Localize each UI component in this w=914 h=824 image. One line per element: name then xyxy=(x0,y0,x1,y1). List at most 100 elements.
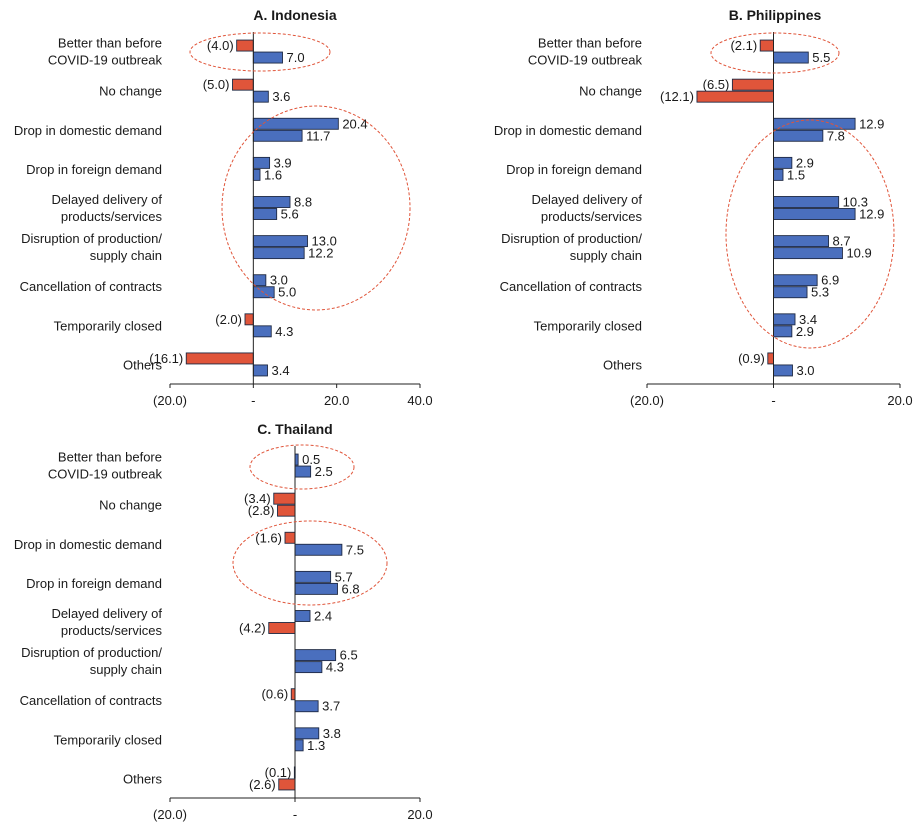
bar-series-2 xyxy=(294,543,343,556)
data-label: (2.1) xyxy=(730,38,757,53)
data-label: 20.4 xyxy=(342,116,367,131)
category-label: Others xyxy=(123,771,163,786)
category-label: Better than before xyxy=(58,36,162,51)
category-label: Cancellation of contracts xyxy=(500,279,643,294)
category-label: supply chain xyxy=(570,248,642,263)
category-label: Delayed delivery of xyxy=(531,192,642,207)
x-tick-label: - xyxy=(771,393,775,408)
bar-series-1 xyxy=(252,274,267,287)
category-label: COVID-19 outbreak xyxy=(48,53,163,68)
data-label: 6.9 xyxy=(821,273,839,288)
bar-series-1 xyxy=(232,78,254,91)
data-label: 5.7 xyxy=(335,569,353,584)
bar-series-1 xyxy=(731,78,774,91)
data-label: 8.7 xyxy=(833,234,851,249)
bar-series-1 xyxy=(773,313,796,326)
data-label: 12.2 xyxy=(308,246,333,261)
category-label: Drop in domestic demand xyxy=(494,123,642,138)
category-label: Disruption of production/ xyxy=(21,645,162,660)
bar-series-2 xyxy=(696,90,774,103)
data-label: 1.6 xyxy=(264,167,282,182)
data-label: 5.0 xyxy=(278,285,296,300)
bar-series-1 xyxy=(244,313,254,326)
category-label: Temporarily closed xyxy=(54,318,162,333)
bar-series-1 xyxy=(273,492,296,505)
data-label: 3.0 xyxy=(270,273,288,288)
data-label: 3.0 xyxy=(796,363,814,378)
data-label: 3.4 xyxy=(272,363,290,378)
category-label: Delayed delivery of xyxy=(51,192,162,207)
category-label: No change xyxy=(99,498,162,513)
data-label: 6.5 xyxy=(340,648,358,663)
category-label: Drop in foreign demand xyxy=(26,576,162,591)
bar-series-1 xyxy=(290,688,296,701)
highlight-ellipse xyxy=(725,119,895,349)
data-label: 2.9 xyxy=(796,324,814,339)
bar-series-2 xyxy=(268,622,296,634)
bar-series-2 xyxy=(294,582,338,595)
x-tick-label: - xyxy=(293,807,297,822)
data-label: (0.6) xyxy=(262,687,289,702)
category-label: Delayed delivery of xyxy=(51,606,162,621)
chart-panel-1: A. Indonesia Better than before COVID-19 o… xyxy=(14,7,433,408)
bar-series-1 xyxy=(236,39,254,52)
category-label: Temporarily closed xyxy=(54,732,162,747)
bar-series-2 xyxy=(252,247,305,260)
data-label: (2.8) xyxy=(248,503,275,518)
bar-series-1 xyxy=(294,570,332,583)
bar-series-2 xyxy=(294,465,312,478)
highlight-ellipse xyxy=(710,32,840,74)
data-label: 3.6 xyxy=(272,89,290,104)
category-label: No change xyxy=(99,84,162,99)
data-label: 3.4 xyxy=(799,312,817,327)
category-label: Better than before xyxy=(58,450,162,465)
bar-series-1 xyxy=(773,196,840,208)
bar-series-2 xyxy=(773,168,784,181)
x-tick-label: 20.0 xyxy=(324,393,349,408)
x-tick-label: (20.0) xyxy=(153,807,187,822)
category-label: products/services xyxy=(541,209,643,224)
bar-series-2 xyxy=(252,364,268,377)
data-label: 4.3 xyxy=(275,324,293,339)
highlight-ellipse xyxy=(232,520,388,606)
category-label: Disruption of production/ xyxy=(501,231,642,246)
data-label: (12.1) xyxy=(660,89,694,104)
data-label: 8.8 xyxy=(294,195,312,210)
data-label: 3.7 xyxy=(322,699,340,714)
bar-series-2 xyxy=(252,286,275,299)
bar-series-1 xyxy=(294,610,311,622)
category-label: Drop in domestic demand xyxy=(14,537,162,552)
category-label: products/services xyxy=(61,623,163,638)
x-tick-label: (20.0) xyxy=(153,393,187,408)
x-tick-label: (20.0) xyxy=(630,393,664,408)
data-label: (0.9) xyxy=(738,351,765,366)
bar-series-1 xyxy=(252,235,308,248)
bar-series-2 xyxy=(252,325,272,338)
x-tick-label: - xyxy=(251,393,255,408)
category-label: Better than before xyxy=(538,36,642,51)
data-label: 7.0 xyxy=(287,50,305,65)
bar-series-2 xyxy=(773,208,856,220)
category-label: Cancellation of contracts xyxy=(20,279,163,294)
category-label: Drop in foreign demand xyxy=(506,162,642,177)
data-label: (2.0) xyxy=(215,312,242,327)
data-label: 12.9 xyxy=(859,207,884,222)
bar-series-2 xyxy=(252,51,283,64)
chart-title: C. Thailand xyxy=(257,421,332,437)
data-label: (5.0) xyxy=(203,77,230,92)
data-label: 12.9 xyxy=(859,116,884,131)
bar-series-1 xyxy=(767,352,774,365)
highlight-ellipse xyxy=(249,444,355,490)
data-label: 5.5 xyxy=(812,50,830,65)
bar-series-2 xyxy=(252,129,303,142)
data-label: (1.6) xyxy=(255,530,282,545)
category-label: No change xyxy=(579,84,642,99)
data-label: 2.5 xyxy=(315,464,333,479)
bar-series-1 xyxy=(773,235,829,248)
data-label: 10.9 xyxy=(846,246,871,261)
data-label: 3.9 xyxy=(274,155,292,170)
bar-series-2 xyxy=(294,739,304,752)
bar-series-2 xyxy=(773,129,824,142)
category-label: Drop in domestic demand xyxy=(14,123,162,138)
